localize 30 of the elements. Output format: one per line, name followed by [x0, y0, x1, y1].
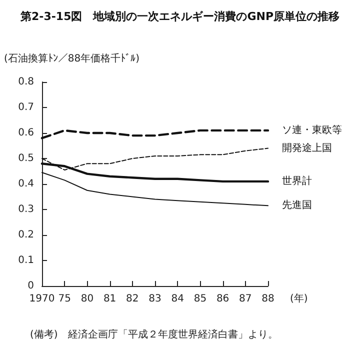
x-axis-title: (年)	[290, 292, 308, 304]
series-label: 世界計	[282, 174, 312, 187]
chart-title: 第2-3-15図 地域別の一次エネルギー消費のGNP原単位の推移	[19, 10, 340, 23]
x-tick-label: 88	[262, 294, 274, 304]
x-tick-label: 81	[103, 294, 116, 304]
y-tick-label: 0.6	[18, 128, 34, 138]
x-tick-label: 87	[239, 294, 252, 304]
series-label: 開発途上国	[282, 142, 332, 154]
x-tick-label: 82	[126, 294, 139, 304]
series-label: ソ連・東欧等	[282, 124, 342, 136]
line-series	[40, 129, 270, 140]
y-tick-label: 0.4	[18, 178, 34, 190]
y-tick-label: 0.8	[18, 76, 34, 88]
y-tick-label: 0.3	[18, 204, 34, 215]
line-series	[42, 172, 268, 206]
y-tick-label: 0.2	[18, 230, 34, 240]
y-axis-title: (石油換算ﾄﾝ／88年価格千ﾄﾞﾙ)	[4, 52, 140, 64]
x-tick-label: 83	[148, 294, 162, 304]
y-tick-label: 0.1	[18, 255, 34, 266]
y-tick-label: 0.7	[18, 102, 34, 113]
series-label: 先進国	[282, 199, 312, 212]
text: (備考) 経済企画庁「平成２年度世界経済白書」より。	[30, 328, 278, 340]
x-tick-label: 1970	[29, 294, 55, 304]
x-tick-label: 75	[58, 294, 71, 304]
y-tick-label: 0.5	[18, 153, 34, 164]
x-tick-label: 86	[216, 294, 230, 304]
x-tick-label: 85	[194, 294, 207, 304]
x-tick-label: 84	[171, 294, 184, 304]
x-tick-label: 80	[80, 294, 94, 304]
y-tick-label: 0	[28, 280, 34, 292]
